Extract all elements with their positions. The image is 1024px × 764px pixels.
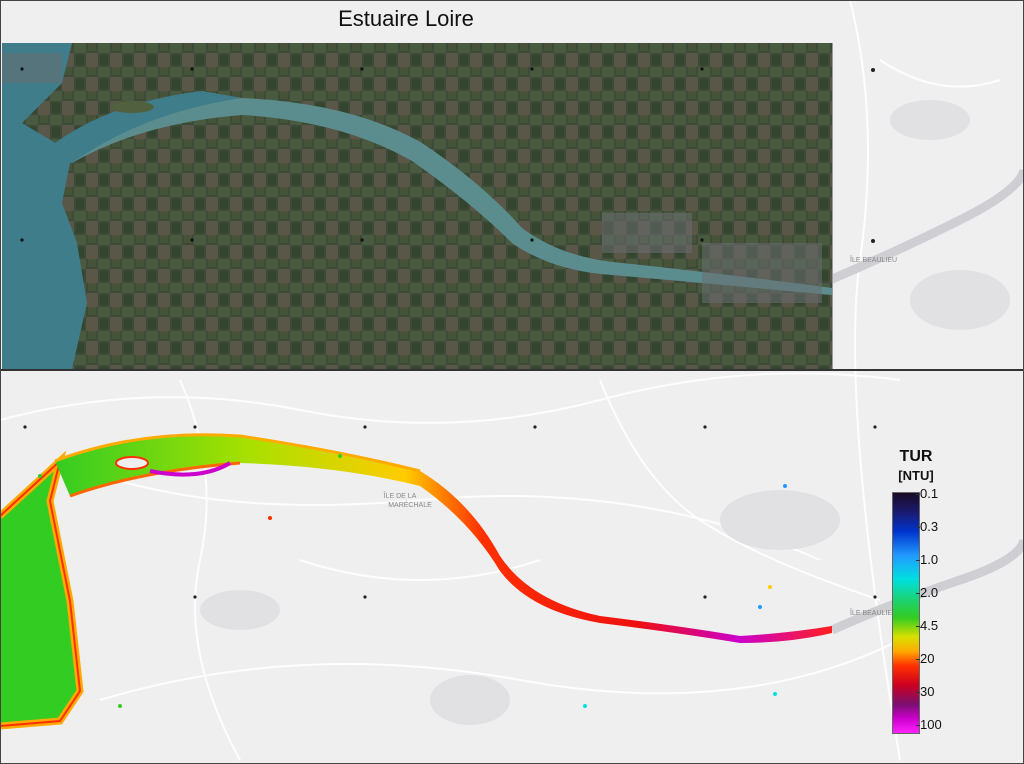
legend-tick: 100 xyxy=(916,717,942,732)
satellite-image xyxy=(2,43,832,369)
legend-title: TUR xyxy=(899,448,933,465)
legend-tick: 20 xyxy=(915,651,935,666)
place-label-ile-marechale-1: ÎLE DE LA xyxy=(383,491,417,500)
turbidity-panel xyxy=(0,433,832,730)
satellite-panel xyxy=(2,43,833,369)
place-label-ile-marechale-2: MARÉCHALE xyxy=(388,500,432,509)
legend-tick: 30 xyxy=(915,684,935,699)
panel-divider xyxy=(0,369,1024,371)
legend-tick: 0.1 xyxy=(915,486,939,501)
legend-tick: 1.0 xyxy=(915,552,939,567)
turbidity-legend: TUR [NTU] 0.1 0.3 1.0 2.0 4.5 20 30 100 xyxy=(886,448,966,738)
place-label-ile-beaulieu-top: ÎLE BEAULIEU xyxy=(849,255,897,264)
legend-tick: 0.3 xyxy=(915,519,939,534)
legend-tick: 4.5 xyxy=(915,618,939,633)
map-title: Estuaire Loire xyxy=(338,6,474,31)
legend-unit: [NTU] xyxy=(898,468,934,483)
legend-colorbar xyxy=(892,492,920,734)
legend-tick: 2.0 xyxy=(915,585,939,600)
place-label-ile-beaulieu-bottom: ÎLE BEAULIEU xyxy=(849,608,897,617)
